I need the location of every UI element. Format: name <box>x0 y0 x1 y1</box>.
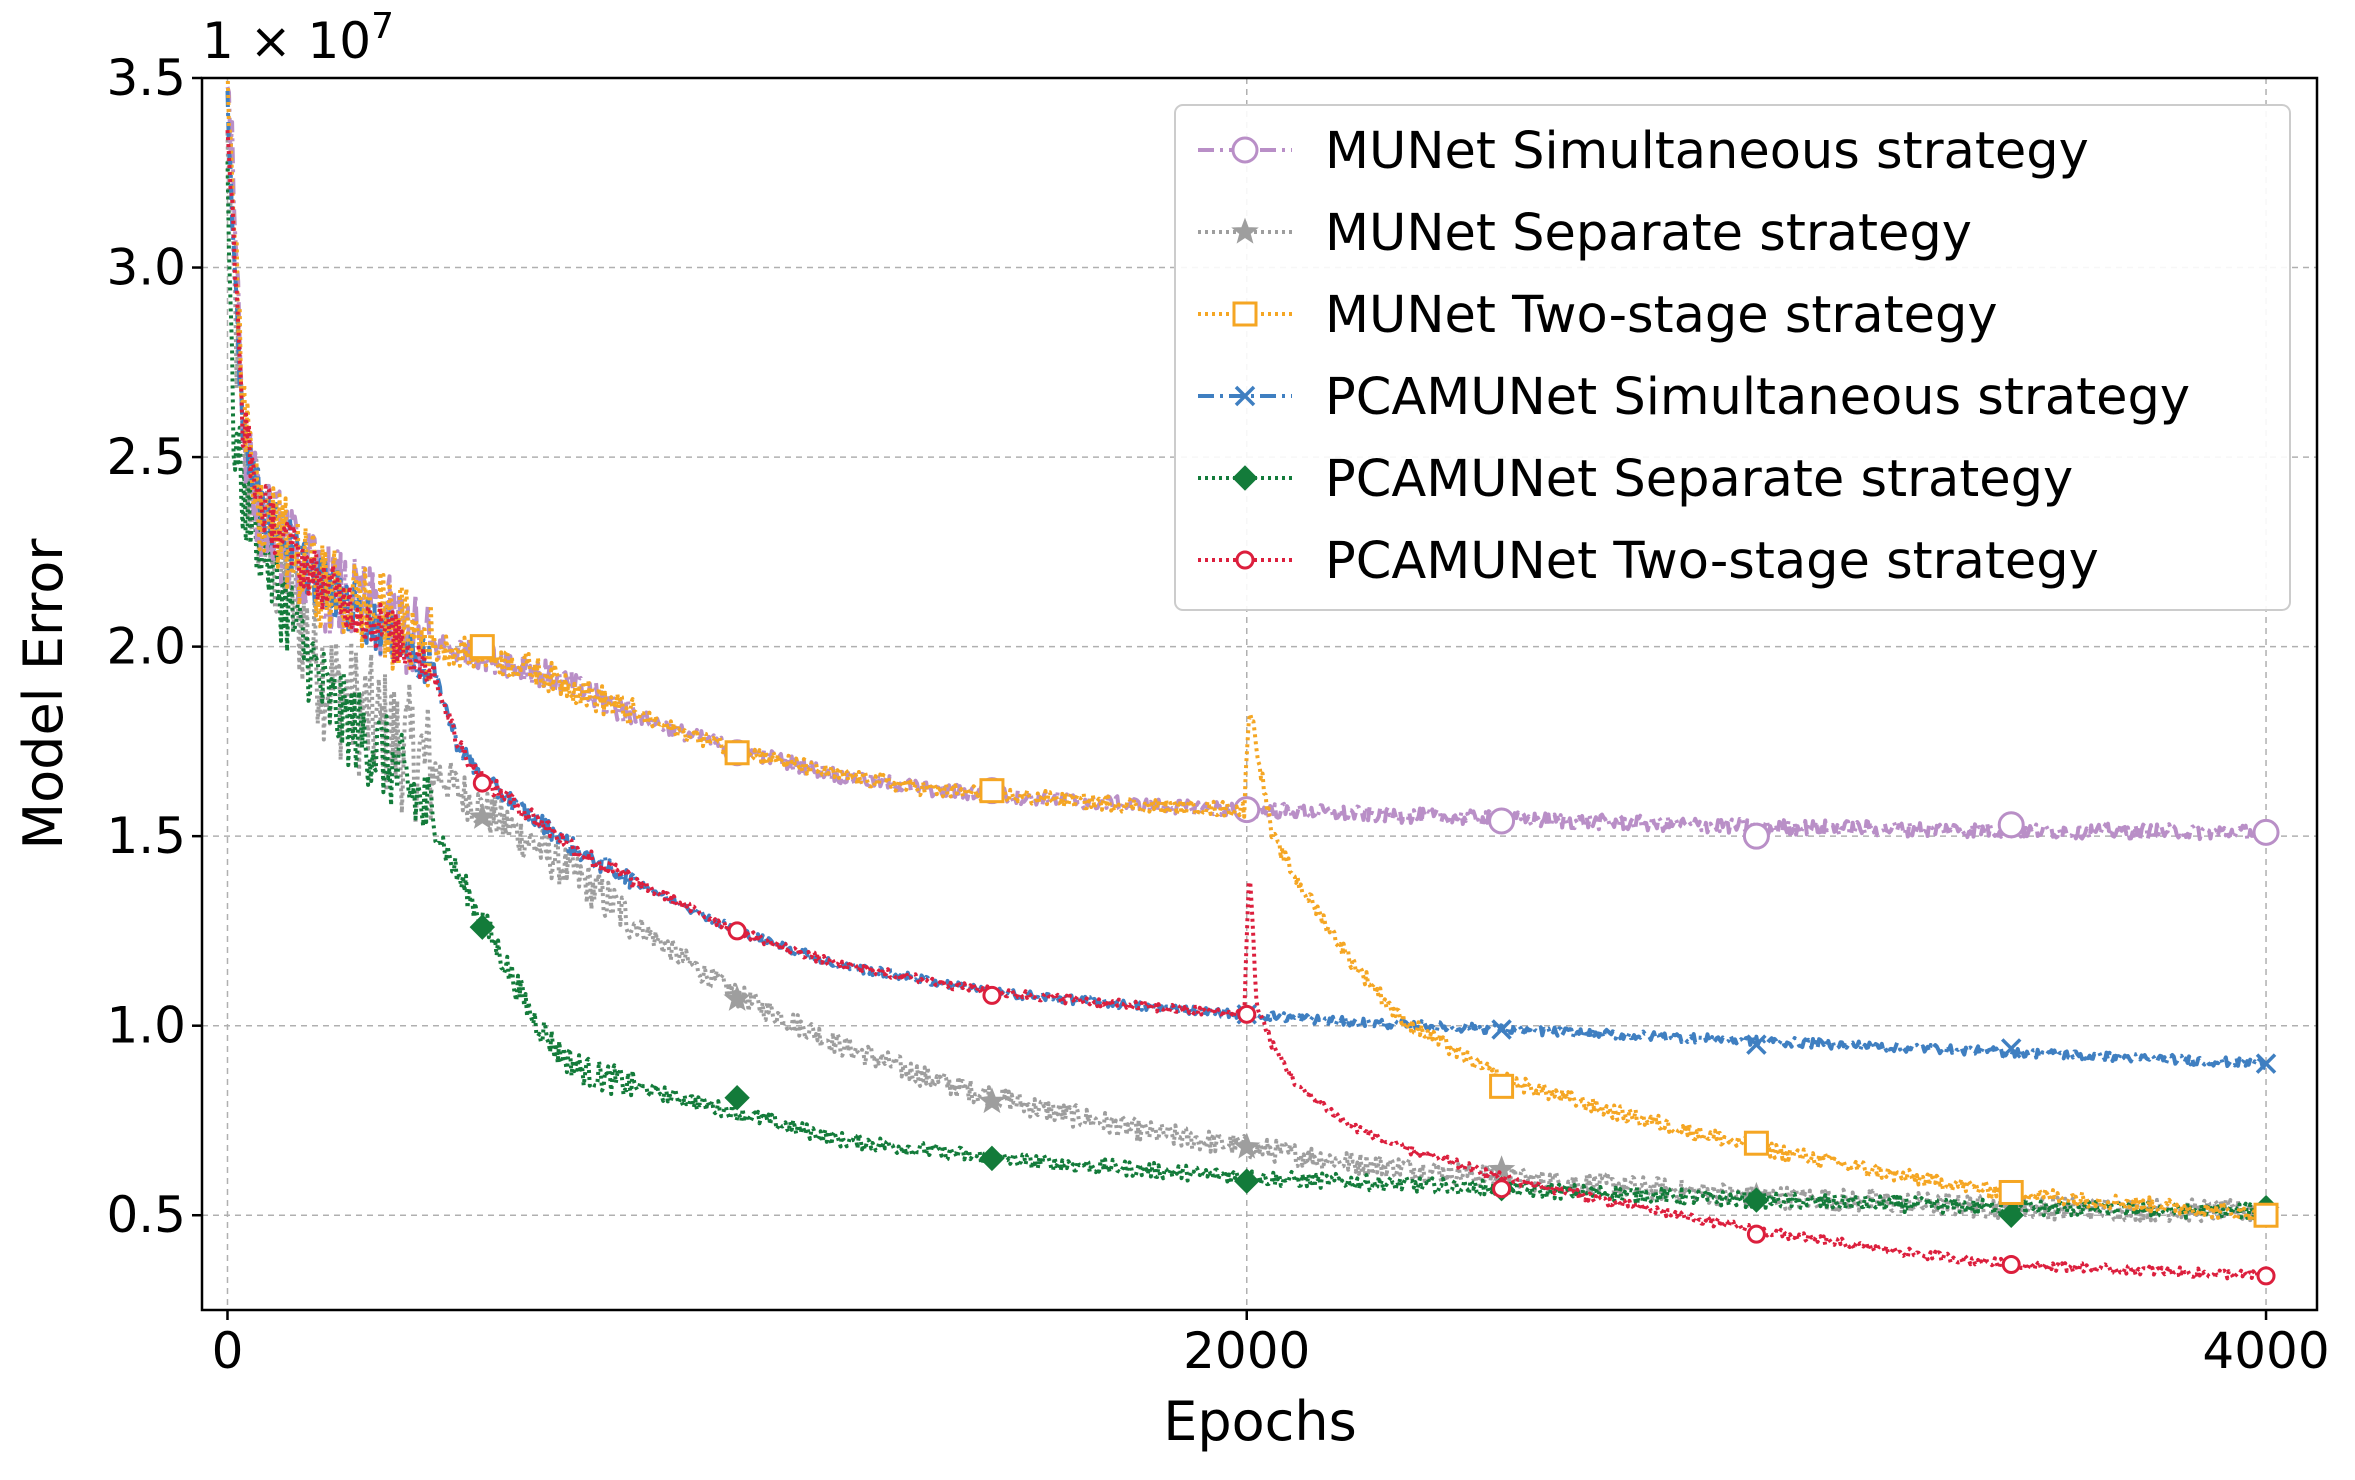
circle-marker <box>727 921 747 941</box>
diamond-marker <box>1234 1168 1260 1194</box>
diamond-marker <box>1232 465 1258 491</box>
legend-item: MUNet Two-stage strategy <box>1198 286 1998 345</box>
x-tick-label: 0 <box>212 1322 244 1380</box>
x-marker <box>2000 1038 2022 1059</box>
x-marker <box>1234 385 1256 407</box>
circle-marker <box>982 985 1002 1005</box>
series-line <box>225 161 2267 1221</box>
star-marker <box>1231 217 1259 244</box>
star-marker <box>1233 1132 1261 1159</box>
diamond-marker <box>469 914 496 940</box>
x-marker <box>1746 1034 1767 1055</box>
circle-marker <box>1746 1224 1766 1244</box>
circle-marker <box>1233 796 1261 824</box>
y-multiplier-base: 1 × 10 <box>202 12 371 70</box>
x-axis-label: Epochs <box>1163 1390 1356 1453</box>
series-pcamunet-two-stage-strategy <box>225 129 2276 1286</box>
legend-item: PCAMUNet Separate strategy <box>1198 450 2073 509</box>
square-marker <box>1232 301 1258 327</box>
diamond-marker <box>979 1145 1005 1172</box>
y-tick-label: 3.0 <box>106 239 186 297</box>
legend-label: MUNet Simultaneous strategy <box>1325 122 2089 181</box>
axis-ticks: 0.5 1.0 1.5 2.0 2.5 3.0 3.5 0 2000 4000 <box>106 49 2329 1380</box>
x-tick-label: 2000 <box>1183 1322 1310 1380</box>
square-marker <box>1489 1073 1515 1099</box>
y-tick-label: 2.5 <box>106 428 186 486</box>
square-marker <box>469 634 495 660</box>
legend-label: PCAMUNet Separate strategy <box>1325 450 2073 509</box>
series-line <box>225 78 2268 1224</box>
diamond-marker <box>724 1085 750 1111</box>
circle-marker <box>1742 822 1770 850</box>
star-marker <box>723 984 751 1011</box>
circle-marker <box>2001 1255 2021 1275</box>
circle-marker <box>1231 136 1259 164</box>
legend-item: MUNet Separate strategy <box>1198 204 1972 263</box>
y-tick-label: 0.5 <box>106 1186 186 1244</box>
legend-label: PCAMUNet Simultaneous strategy <box>1325 368 2190 427</box>
legend-label: MUNet Two-stage strategy <box>1325 286 1998 345</box>
diamond-marker <box>1998 1202 2024 1228</box>
y-multiplier-label: 1 × 107 <box>202 6 394 70</box>
square-marker <box>1743 1130 1769 1156</box>
circle-marker <box>2256 1266 2276 1286</box>
x-marker <box>1491 1019 1512 1040</box>
circle-marker <box>1235 550 1255 570</box>
circle-marker <box>1997 811 2025 839</box>
legend-item: PCAMUNet Two-stage strategy <box>1198 532 2099 591</box>
circle-marker <box>1237 1004 1257 1024</box>
legend-label: MUNet Separate strategy <box>1325 204 1972 263</box>
y-axis-label: Model Error <box>12 538 75 850</box>
y-tick-label: 3.5 <box>106 49 186 107</box>
star-marker <box>978 1087 1006 1114</box>
circle-marker <box>1488 807 1516 835</box>
x-marker <box>2255 1053 2277 1074</box>
series-layer <box>225 78 2280 1286</box>
star-marker <box>468 802 497 829</box>
circle-marker <box>472 773 492 793</box>
y-multiplier-exponent: 7 <box>371 6 394 47</box>
legend: MUNet Simultaneous strategy MUNet Separat… <box>1174 104 2291 611</box>
legend-item: PCAMUNet Simultaneous strategy <box>1198 368 2190 427</box>
y-tick-label: 1.5 <box>106 807 186 865</box>
plot-frame <box>200 76 2319 1312</box>
legend-box <box>1174 104 2291 611</box>
series-pcamunet-separate-strategy <box>225 161 2279 1228</box>
y-tick-label: 2.0 <box>106 618 186 676</box>
y-tick-label: 1.0 <box>106 997 186 1055</box>
x-tick-label: 4000 <box>2202 1322 2329 1380</box>
square-marker <box>979 778 1005 804</box>
square-marker <box>2253 1202 2279 1228</box>
star-marker <box>1487 1155 1516 1182</box>
circle-marker <box>1492 1179 1512 1199</box>
diamond-marker <box>1743 1187 1770 1213</box>
legend-item: MUNet Simultaneous strategy <box>1198 122 2089 181</box>
square-marker <box>1998 1179 2024 1205</box>
square-marker <box>724 740 750 766</box>
legend-label: PCAMUNet Two-stage strategy <box>1325 532 2099 591</box>
series-munet-two-stage-strategy <box>225 78 2279 1228</box>
circle-marker <box>2252 818 2280 846</box>
